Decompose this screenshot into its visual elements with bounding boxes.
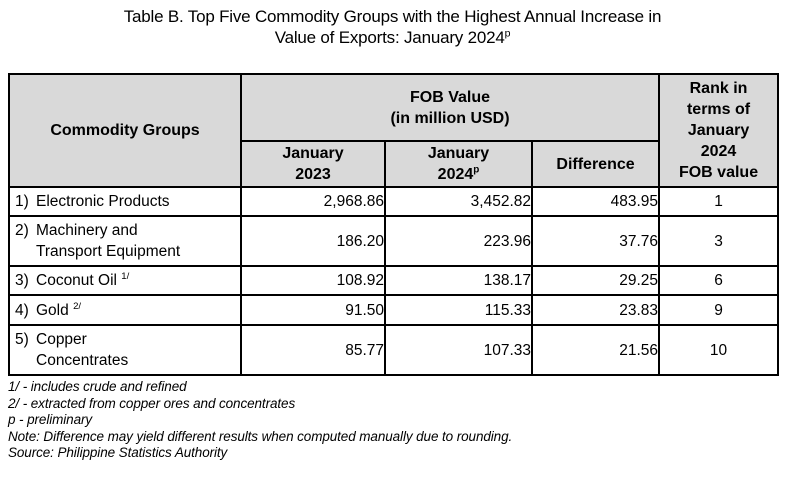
jan-2023-cell: 186.20 <box>240 215 386 267</box>
footnote-line: p - preliminary <box>8 412 93 427</box>
commodity-cell: 2) Machinery and Transport Equipment <box>8 215 242 267</box>
rank-cell: 6 <box>658 265 780 296</box>
jan-2024-cell: 107.33 <box>384 324 533 376</box>
commodity-table: Commodity Groups FOB Value (in million U… <box>8 73 780 376</box>
jan-2023-cell: 108.92 <box>240 265 386 296</box>
difference-cell: 29.25 <box>530 265 661 296</box>
jan-2024-cell: 138.17 <box>384 265 533 296</box>
table-title-line1: Table B. Top Five Commodity Groups with … <box>123 7 662 26</box>
footnote-marker: 2/ <box>73 300 82 312</box>
header-commodity-groups: Commodity Groups <box>8 73 242 188</box>
commodity-name: Coconut Oil 1/ <box>36 270 130 289</box>
difference-cell: 23.83 <box>530 294 661 326</box>
header-rank: Rank in terms of January 2024 FOB value <box>658 73 780 188</box>
rank-cell: 3 <box>658 215 780 267</box>
table-title: Table B. Top Five Commodity Groups with … <box>0 0 785 48</box>
commodity-cell: 3) Coconut Oil 1/ <box>8 265 242 296</box>
header-difference: Difference <box>530 140 661 188</box>
jan-2024-cell: 223.96 <box>384 215 533 267</box>
row-number: 2) <box>15 222 29 239</box>
jan-2024-cell: 3,452.82 <box>384 186 533 217</box>
difference-cell: 21.56 <box>530 324 661 376</box>
difference-cell: 483.95 <box>530 186 661 217</box>
footnote-line: Source: Philippine Statistics Authority <box>8 445 228 460</box>
commodity-name: Electronic Products <box>36 193 170 210</box>
row-number: 1) <box>15 193 29 210</box>
commodity-cell: 1) Electronic Products <box>8 186 242 217</box>
header-january-2024: January 2024p <box>384 140 533 188</box>
preliminary-superscript: p <box>504 27 511 40</box>
footnote-line: 2/ - extracted from copper ores and conc… <box>8 395 296 411</box>
row-number: 3) <box>15 272 29 289</box>
row-number: 5) <box>15 331 29 348</box>
footnotes: 1/ - includes crude and refined 2/ - ext… <box>8 379 785 462</box>
jan-2023-cell: 2,968.86 <box>240 186 386 217</box>
commodity-name: Gold 2/ <box>36 300 82 319</box>
commodity-name: Machinery and Transport Equipment <box>36 222 181 260</box>
table-row: 1) Electronic Products 2,968.86 3,452.82… <box>8 186 780 217</box>
commodity-name: Copper Concentrates <box>36 331 129 369</box>
header-fob-value: FOB Value (in million USD) <box>239 73 661 142</box>
jan-2023-cell: 85.77 <box>240 324 386 376</box>
commodity-cell: 4) Gold 2/ <box>8 294 242 326</box>
footnote-marker: 1/ <box>121 270 130 282</box>
table-row: 3) Coconut Oil 1/ 108.92 138.17 29.25 6 <box>8 265 780 296</box>
footnote-line: 1/ - includes crude and refined <box>8 379 187 394</box>
table-row: 5) Copper Concentrates 85.77 107.33 21.5… <box>8 324 780 376</box>
preliminary-superscript: p <box>473 164 480 176</box>
jan-2024-cell: 115.33 <box>384 294 533 326</box>
rank-cell: 9 <box>658 294 780 326</box>
row-number: 4) <box>15 301 29 319</box>
footnote-line: Note: Difference may yield different res… <box>8 428 513 444</box>
difference-cell: 37.76 <box>530 215 661 267</box>
table-title-line2: Value of Exports: January 2024p <box>274 27 511 47</box>
header-row-top: Commodity Groups FOB Value (in million U… <box>8 73 780 188</box>
rank-cell: 10 <box>658 324 780 376</box>
table-row: 2) Machinery and Transport Equipment 186… <box>8 215 780 267</box>
table-row: 4) Gold 2/ 91.50 115.33 23.83 9 <box>8 294 780 326</box>
jan-2023-cell: 91.50 <box>240 294 386 326</box>
rank-cell: 1 <box>658 186 780 217</box>
header-row-sub: January 2023 January 2024p Difference <box>9 140 778 188</box>
commodity-cell: 5) Copper Concentrates <box>8 324 242 376</box>
header-january-2023: January 2023 <box>240 140 386 188</box>
